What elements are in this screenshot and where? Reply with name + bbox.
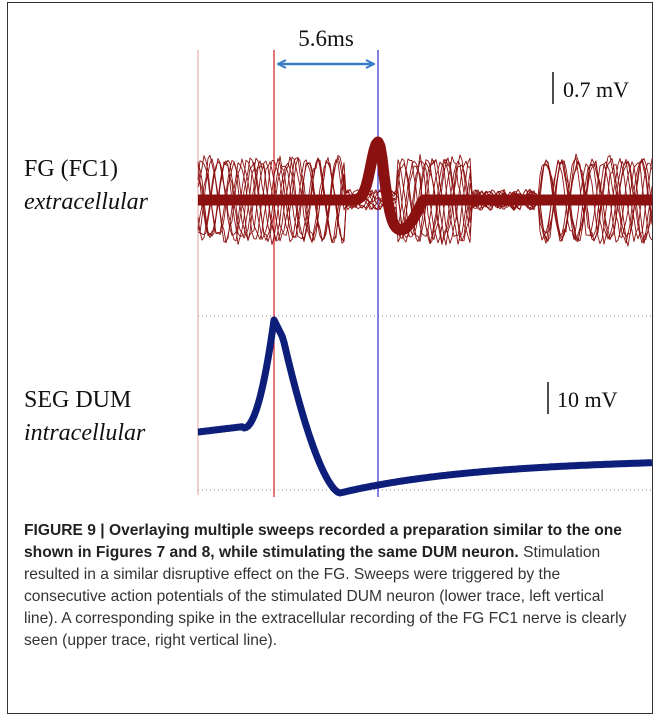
caption-body: Stimulation resulted in a similar disrup… xyxy=(24,544,627,649)
bottom-trace-sweeps xyxy=(196,316,654,497)
top-sweep xyxy=(197,157,653,245)
figure-caption: FIGURE 9 | Overlaying multiple sweeps re… xyxy=(24,520,634,652)
bottom-scale-label: 10 mV xyxy=(557,387,618,412)
bottom-sweep xyxy=(197,320,653,496)
top-sweep xyxy=(197,157,653,246)
bottom-trace-sublabel: intracellular xyxy=(24,420,146,446)
interval-label: 5.6ms xyxy=(298,26,354,51)
top-trace-sweeps xyxy=(194,136,656,247)
top-baseline-bundle xyxy=(194,136,656,236)
bottom-trace-label: SEG DUM xyxy=(24,387,131,413)
top-trace-label: FG (FC1) xyxy=(24,156,118,182)
top-trace-sublabel: extracellular xyxy=(24,189,149,215)
caption-title: FIGURE 9 | Overlaying multiple sweeps re… xyxy=(24,522,622,561)
figure-frame xyxy=(7,2,653,714)
top-scale-label: 0.7 mV xyxy=(563,77,629,102)
